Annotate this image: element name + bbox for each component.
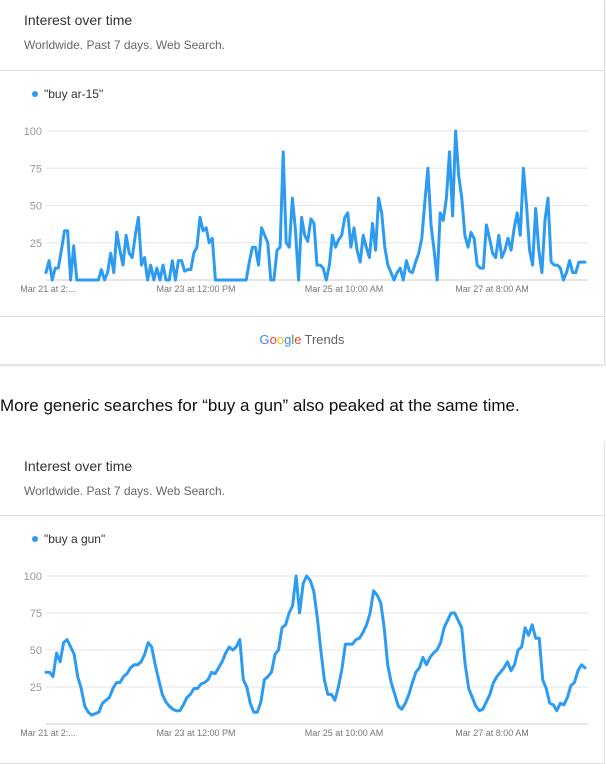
header-divider xyxy=(0,70,604,71)
x-tick-label: Mar 27 at 8:00 AM xyxy=(455,284,529,294)
y-tick-label: 75 xyxy=(30,608,42,620)
google-trends-logo[interactable]: Google Trends xyxy=(259,332,345,347)
legend-label: "buy a gun" xyxy=(44,532,106,546)
trends-card-buy-a-gun: Interest over time Worldwide. Past 7 day… xyxy=(0,442,605,764)
line-chart-buy-a-gun[interactable]: 100 75 50 25 Mar 21 at 2:... Mar 23 at 12:00 … xyxy=(0,442,604,747)
x-tick-label: Mar 21 at 2:... xyxy=(20,284,76,294)
y-tick-label: 50 xyxy=(30,645,42,657)
chart-legend[interactable]: "buy a gun" xyxy=(32,532,105,546)
chart-legend[interactable]: "buy ar-15" xyxy=(32,87,103,101)
header-divider xyxy=(0,515,604,516)
legend-dot-icon xyxy=(32,91,38,97)
x-tick-label: Mar 27 at 8:00 AM xyxy=(455,728,529,738)
x-tick-label: Mar 25 at 10:00 AM xyxy=(305,284,384,294)
y-tick-label: 25 xyxy=(30,682,42,694)
x-tick-label: Mar 25 at 10:00 AM xyxy=(305,728,384,738)
card-title: Interest over time xyxy=(24,12,133,28)
trends-card-ar15: Interest over time Worldwide. Past 7 day… xyxy=(0,0,605,365)
footer-divider xyxy=(0,316,604,317)
x-tick-label: Mar 23 at 12:00 PM xyxy=(156,284,235,294)
y-tick-label: 100 xyxy=(24,571,42,583)
y-tick-label: 50 xyxy=(30,201,42,213)
y-tick-label: 25 xyxy=(30,238,42,250)
legend-label: "buy ar-15" xyxy=(44,87,104,101)
card-subtitle: Worldwide. Past 7 days. Web Search. xyxy=(24,38,225,52)
legend-dot-icon xyxy=(32,536,38,542)
x-tick-label: Mar 21 at 2:... xyxy=(20,728,76,738)
y-tick-label: 100 xyxy=(24,126,42,138)
card-subtitle: Worldwide. Past 7 days. Web Search. xyxy=(24,484,225,498)
article-caption: More generic searches for “buy a gun” al… xyxy=(0,396,520,415)
line-chart-ar15[interactable]: 100 75 50 25 Mar 21 at 2:... Mar 23 at 12:00 … xyxy=(0,0,604,300)
series-line xyxy=(44,574,587,717)
x-tick-label: Mar 23 at 12:00 PM xyxy=(156,728,235,738)
series-line xyxy=(44,129,587,282)
y-tick-label: 75 xyxy=(30,163,42,175)
card-title: Interest over time xyxy=(24,458,133,474)
